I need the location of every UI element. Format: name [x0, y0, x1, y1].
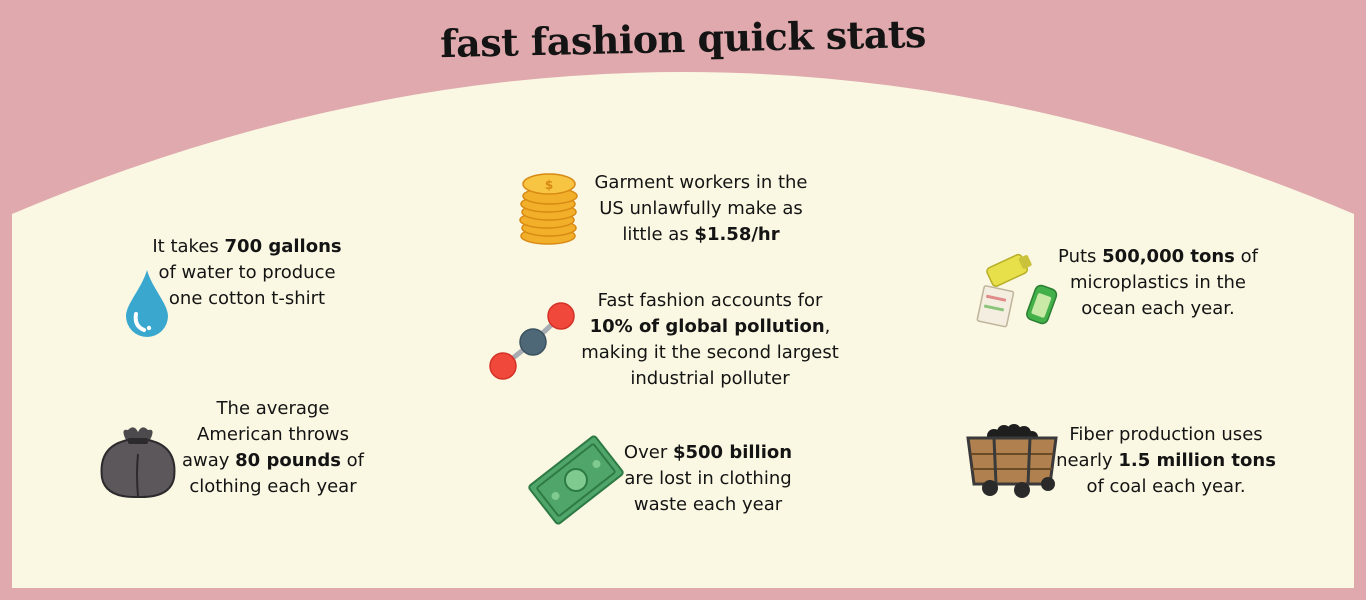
recycling-icon — [976, 253, 1058, 328]
stat-clothing: The average American throws away 80 poun… — [181, 398, 365, 497]
dollar-bill-icon — [528, 435, 624, 525]
stat-wages: Garment workers in the US unlawfully mak… — [594, 172, 808, 245]
water-drop-icon — [126, 270, 168, 337]
stat-microplastics: Puts 500,000 tons of microplastics in th… — [1058, 246, 1258, 319]
stat-waste: Over $500 billion are lost in clothing w… — [623, 442, 793, 515]
molecule-icon — [489, 302, 575, 380]
stat-pollution: Fast fashion accounts for 10% of global … — [581, 290, 839, 389]
svg-text:$: $ — [545, 178, 553, 192]
stat-coal: Fiber production uses nearly 1.5 million… — [1056, 424, 1276, 497]
stat-water: It takes 700 gallons of water to produce… — [152, 236, 342, 309]
coal-cart-icon — [966, 424, 1058, 498]
trash-bag-icon — [100, 427, 176, 499]
coin-stack-icon: $ — [519, 173, 578, 245]
